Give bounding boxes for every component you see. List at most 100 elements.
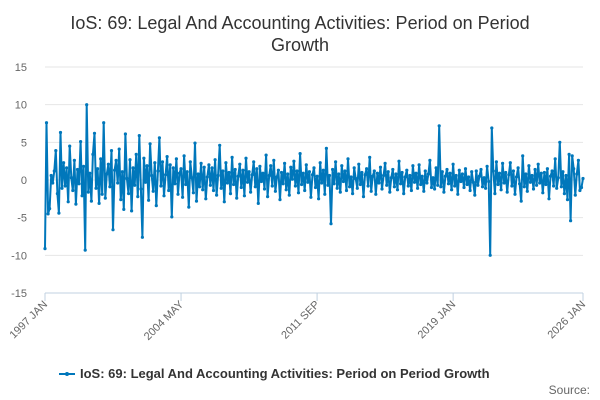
data-point[interactable] bbox=[157, 136, 161, 140]
data-point[interactable] bbox=[210, 166, 214, 170]
data-point[interactable] bbox=[368, 155, 372, 159]
data-point[interactable] bbox=[374, 192, 378, 196]
data-point[interactable] bbox=[123, 132, 127, 136]
data-point[interactable] bbox=[496, 182, 500, 187]
data-point[interactable] bbox=[275, 175, 279, 179]
data-point[interactable] bbox=[385, 183, 389, 187]
data-point[interactable] bbox=[414, 171, 418, 175]
data-point[interactable] bbox=[227, 170, 231, 175]
data-point[interactable] bbox=[190, 176, 194, 180]
data-point[interactable] bbox=[552, 184, 556, 188]
data-point[interactable] bbox=[222, 200, 226, 204]
data-point[interactable] bbox=[139, 187, 143, 191]
data-point[interactable] bbox=[119, 198, 123, 202]
data-point[interactable] bbox=[156, 169, 160, 173]
data-point[interactable] bbox=[204, 197, 208, 201]
data-point[interactable] bbox=[193, 141, 197, 145]
data-point[interactable] bbox=[218, 143, 222, 147]
data-point[interactable] bbox=[578, 188, 582, 193]
data-point[interactable] bbox=[137, 134, 141, 138]
data-point[interactable] bbox=[355, 186, 359, 190]
data-point[interactable] bbox=[547, 197, 551, 201]
legend[interactable]: IoS: 69: Legal And Accounting Activities… bbox=[59, 366, 490, 381]
data-point[interactable] bbox=[423, 169, 427, 173]
data-point[interactable] bbox=[136, 195, 140, 199]
data-point[interactable] bbox=[116, 181, 120, 185]
data-point[interactable] bbox=[369, 189, 373, 193]
data-point[interactable] bbox=[561, 170, 565, 174]
data-point[interactable] bbox=[278, 198, 282, 202]
data-point[interactable] bbox=[453, 184, 457, 188]
data-point[interactable] bbox=[454, 173, 458, 178]
data-point[interactable] bbox=[528, 180, 533, 184]
data-point[interactable] bbox=[235, 196, 239, 200]
data-point[interactable] bbox=[159, 184, 163, 188]
data-point[interactable] bbox=[111, 228, 115, 232]
data-point[interactable] bbox=[221, 169, 225, 173]
data-point[interactable] bbox=[224, 161, 228, 165]
data-point[interactable] bbox=[576, 158, 581, 162]
data-point[interactable] bbox=[58, 130, 63, 135]
data-point[interactable] bbox=[289, 165, 293, 169]
data-point[interactable] bbox=[85, 103, 89, 107]
data-point[interactable] bbox=[442, 190, 446, 194]
data-point[interactable] bbox=[361, 195, 366, 199]
data-point[interactable] bbox=[343, 169, 347, 173]
data-point[interactable] bbox=[429, 185, 434, 190]
data-point[interactable] bbox=[74, 202, 78, 206]
data-point[interactable] bbox=[324, 146, 328, 150]
data-point[interactable] bbox=[450, 188, 454, 192]
data-point[interactable] bbox=[519, 199, 523, 203]
data-point[interactable] bbox=[511, 169, 515, 173]
data-point[interactable] bbox=[329, 222, 333, 226]
data-point[interactable] bbox=[230, 155, 234, 159]
data-point[interactable] bbox=[128, 158, 132, 162]
data-point[interactable] bbox=[43, 247, 47, 251]
data-point[interactable] bbox=[490, 126, 494, 130]
data-point[interactable] bbox=[63, 184, 67, 188]
data-point[interactable] bbox=[79, 140, 83, 144]
data-point[interactable] bbox=[334, 160, 338, 164]
data-point[interactable] bbox=[569, 219, 573, 223]
data-point[interactable] bbox=[559, 185, 564, 189]
data-point[interactable] bbox=[170, 215, 174, 219]
data-point[interactable] bbox=[317, 197, 321, 201]
data-point[interactable] bbox=[247, 170, 251, 174]
data-point[interactable] bbox=[244, 156, 248, 160]
data-point[interactable] bbox=[272, 158, 276, 162]
data-point[interactable] bbox=[318, 161, 322, 165]
data-point[interactable] bbox=[375, 171, 379, 175]
data-point[interactable] bbox=[482, 176, 486, 180]
data-point[interactable] bbox=[258, 164, 262, 168]
data-point[interactable] bbox=[524, 172, 528, 176]
credits-source-label[interactable]: Source: bbox=[549, 383, 590, 397]
data-point[interactable] bbox=[332, 182, 336, 186]
data-point[interactable] bbox=[310, 173, 315, 177]
data-point[interactable] bbox=[117, 147, 121, 151]
data-point[interactable] bbox=[545, 167, 550, 171]
data-point[interactable] bbox=[281, 182, 285, 186]
data-point[interactable] bbox=[239, 185, 243, 190]
data-point[interactable] bbox=[184, 182, 188, 187]
data-point[interactable] bbox=[120, 170, 124, 174]
data-point[interactable] bbox=[419, 182, 423, 187]
data-point[interactable] bbox=[276, 168, 280, 172]
data-point[interactable] bbox=[293, 184, 297, 188]
data-point[interactable] bbox=[259, 179, 263, 184]
data-point[interactable] bbox=[403, 175, 407, 179]
data-point[interactable] bbox=[516, 166, 520, 170]
data-point[interactable] bbox=[470, 170, 474, 174]
data-point[interactable] bbox=[126, 192, 131, 196]
data-point[interactable] bbox=[409, 188, 413, 193]
data-point[interactable] bbox=[383, 161, 387, 165]
data-point[interactable] bbox=[562, 192, 567, 196]
data-point[interactable] bbox=[306, 180, 310, 184]
data-point[interactable] bbox=[100, 192, 104, 196]
data-point[interactable] bbox=[446, 182, 451, 186]
data-point[interactable] bbox=[331, 167, 335, 172]
data-point[interactable] bbox=[484, 186, 488, 190]
data-point[interactable] bbox=[422, 189, 426, 193]
data-point[interactable] bbox=[400, 170, 404, 175]
data-point[interactable] bbox=[191, 191, 195, 195]
data-point[interactable] bbox=[570, 154, 574, 158]
